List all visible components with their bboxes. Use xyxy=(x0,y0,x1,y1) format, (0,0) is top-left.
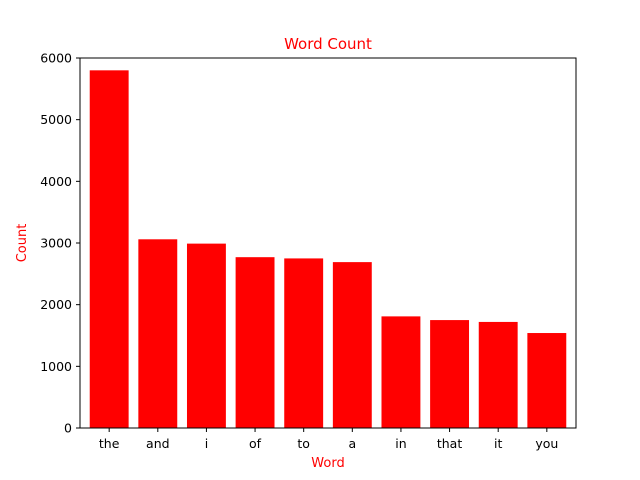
bar-to xyxy=(284,258,324,428)
x-tick-label-that: that xyxy=(437,436,462,451)
chart-title: Word Count xyxy=(284,35,372,53)
y-axis-ticks: 0 1000 2000 3000 4000 5000 6000 xyxy=(40,51,80,436)
y-tick-label: 4000 xyxy=(40,174,72,189)
y-tick-label: 5000 xyxy=(40,112,72,127)
x-axis-label: Word xyxy=(311,456,344,471)
bars xyxy=(89,70,567,428)
x-tick-label-of: of xyxy=(249,436,262,451)
bar-and xyxy=(138,239,178,428)
bar-i xyxy=(186,243,226,428)
x-tick-label-i: i xyxy=(205,436,208,451)
x-tick-label-to: to xyxy=(297,436,310,451)
y-tick-label: 6000 xyxy=(40,51,72,66)
bar-it xyxy=(478,321,518,428)
y-axis-label: Count xyxy=(15,224,30,263)
y-tick-label: 1000 xyxy=(40,359,72,374)
x-tick-label-a: a xyxy=(348,436,356,451)
bar-a xyxy=(332,262,372,428)
x-tick-label-it: it xyxy=(494,436,502,451)
bar-you xyxy=(527,333,567,428)
y-tick-label: 3000 xyxy=(40,236,72,251)
bar-the xyxy=(89,70,129,428)
x-tick-label-in: in xyxy=(395,436,406,451)
bar-in xyxy=(381,316,421,428)
bar-that xyxy=(430,320,470,428)
x-tick-label-the: the xyxy=(99,436,120,451)
x-tick-label-and: and xyxy=(146,436,170,451)
bar-of xyxy=(235,257,275,428)
y-tick-label: 2000 xyxy=(40,297,72,312)
x-tick-label-you: you xyxy=(535,436,558,451)
x-axis-ticks: the and i of to a in that it you xyxy=(99,428,558,451)
y-tick-label: 0 xyxy=(64,421,72,436)
